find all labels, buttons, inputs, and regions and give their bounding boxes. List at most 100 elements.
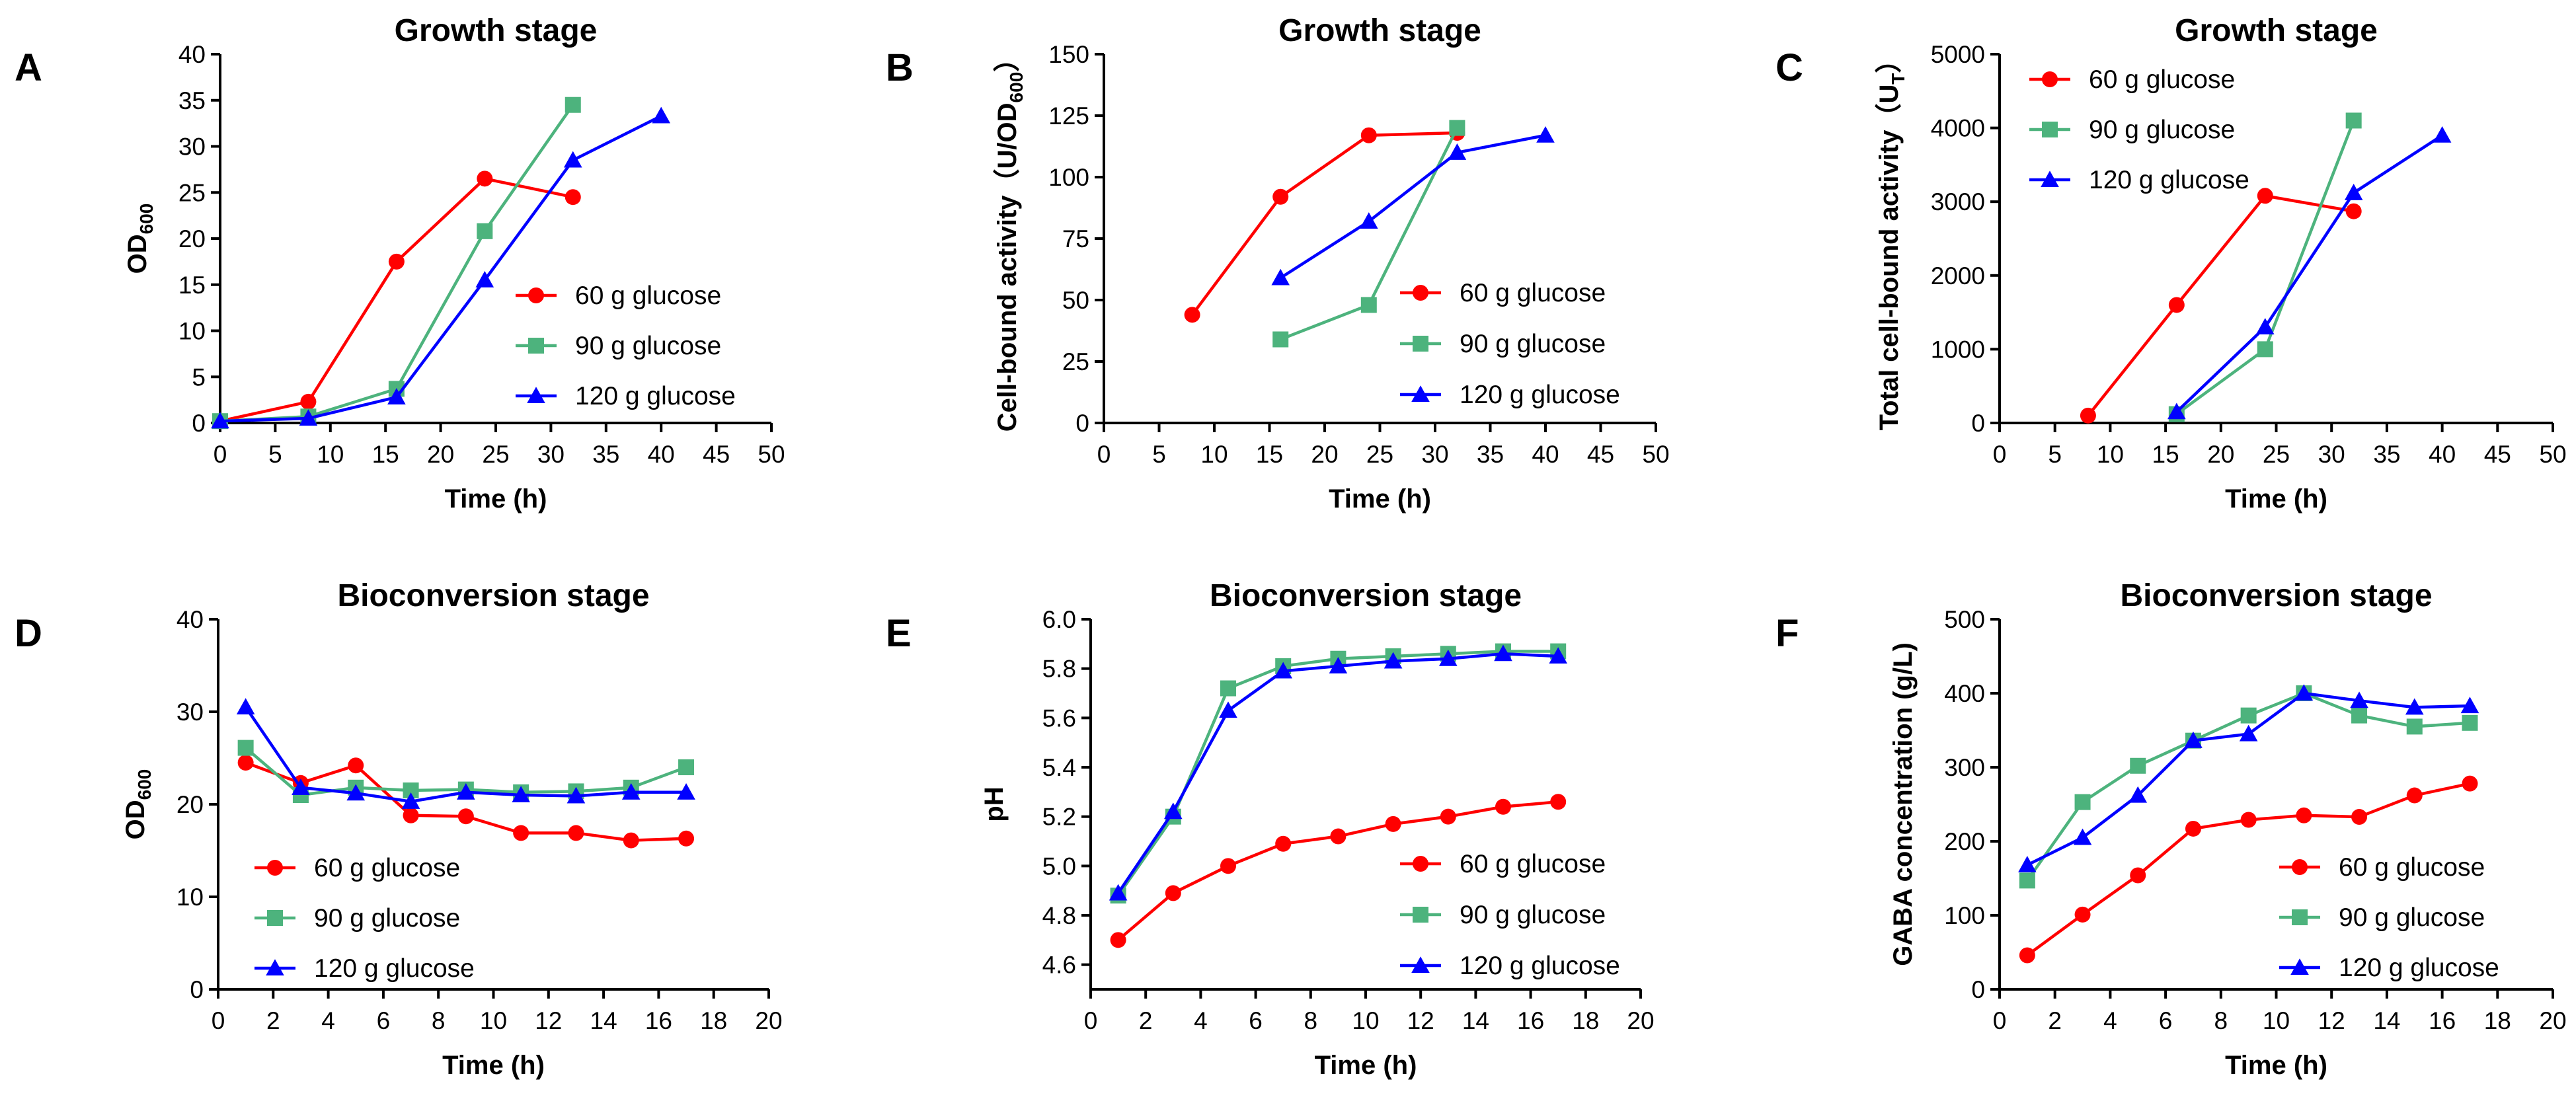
legend-label: 120 g glucose bbox=[314, 954, 475, 983]
y-tick-label: 25 bbox=[1062, 348, 1089, 375]
x-tick-label: 25 bbox=[482, 441, 509, 468]
y-tick-label: 0 bbox=[1075, 410, 1089, 437]
legend-label: 60 g glucose bbox=[314, 854, 460, 882]
legend-item: 90 g glucose bbox=[2279, 903, 2485, 932]
x-tick-label: 50 bbox=[1642, 441, 1669, 468]
x-tick-label: 35 bbox=[1477, 441, 1504, 468]
series-line bbox=[2175, 120, 2355, 416]
legend-item: 90 g glucose bbox=[2029, 116, 2235, 144]
x-tick-label: 16 bbox=[645, 1007, 672, 1034]
y-axis-label: Cell-bound activity（U/OD600） bbox=[993, 46, 1027, 432]
x-tick-label: 16 bbox=[1517, 1007, 1544, 1034]
legend-marker bbox=[527, 387, 545, 404]
legend-label: 60 g glucose bbox=[2339, 853, 2485, 882]
y-tick-label: 200 bbox=[1944, 828, 1985, 855]
series-triangle bbox=[2018, 684, 2479, 872]
x-tick-label: 40 bbox=[1532, 441, 1559, 468]
legend-item: 90 g glucose bbox=[254, 904, 460, 933]
legend-label: 90 g glucose bbox=[2339, 903, 2485, 932]
panel-c: C Growth stage 0 5 10 15 20 25 30 35 40 45 50 0 1000 20… bbox=[1776, 13, 2567, 514]
legend-item: 60 g glucose bbox=[254, 854, 460, 882]
x-tick-label: 14 bbox=[590, 1007, 617, 1034]
x-tick-label: 45 bbox=[1587, 441, 1614, 468]
x-tick-label: 20 bbox=[2207, 441, 2234, 468]
legend-marker bbox=[1413, 856, 1428, 872]
x-tick-label: 2 bbox=[2048, 1007, 2062, 1034]
x-tick-label: 45 bbox=[703, 441, 730, 468]
series-circle bbox=[1110, 794, 1567, 948]
series-line bbox=[245, 761, 687, 842]
y-tick-label: 25 bbox=[178, 179, 206, 206]
chart-title: Growth stage bbox=[1278, 13, 1481, 48]
data-point bbox=[2073, 828, 2092, 845]
x-tick-label: 18 bbox=[2484, 1007, 2511, 1034]
data-point bbox=[388, 253, 405, 270]
y-axis-label-main: pH bbox=[980, 786, 1009, 821]
x-tick-label: 0 bbox=[1993, 441, 2007, 468]
x-tick-label: 4 bbox=[2103, 1007, 2117, 1034]
data-point bbox=[1184, 307, 1200, 323]
x-tick-label: 4 bbox=[321, 1007, 335, 1034]
legend-label: 60 g glucose bbox=[575, 282, 721, 310]
y-axis-label-subscript: 600 bbox=[1006, 72, 1027, 103]
legend-label: 120 g glucose bbox=[2089, 166, 2249, 194]
data-point bbox=[457, 808, 474, 825]
legend-label: 120 g glucose bbox=[2339, 954, 2499, 982]
data-point bbox=[2462, 714, 2478, 731]
x-tick-label: 0 bbox=[1084, 1007, 1098, 1034]
data-point bbox=[2074, 906, 2091, 923]
y-tick-label: 4.8 bbox=[1042, 902, 1076, 929]
data-point bbox=[237, 755, 254, 771]
x-tick-label: 30 bbox=[537, 441, 565, 468]
legend-label: 60 g glucose bbox=[1460, 279, 1606, 307]
data-point bbox=[387, 388, 406, 404]
panel-letter: F bbox=[1776, 612, 1799, 655]
y-axis-label-subscript: 600 bbox=[136, 204, 157, 235]
x-tick-label: 50 bbox=[2539, 441, 2566, 468]
y-tick-label: 40 bbox=[176, 606, 204, 633]
legend-item: 90 g glucose bbox=[1400, 901, 1606, 929]
y-tick-label: 6.0 bbox=[1042, 606, 1076, 633]
x-tick-label: 8 bbox=[432, 1007, 446, 1034]
y-tick-label: 3000 bbox=[1931, 188, 1985, 215]
y-tick-label: 150 bbox=[1048, 41, 1089, 68]
x-tick-label: 15 bbox=[2152, 441, 2179, 468]
x-tick-label: 18 bbox=[700, 1007, 727, 1034]
x-tick-label: 40 bbox=[648, 441, 675, 468]
data-point bbox=[2257, 188, 2273, 204]
series-line bbox=[219, 114, 662, 423]
x-tick-label: 5 bbox=[268, 441, 282, 468]
x-tick-label: 10 bbox=[1352, 1007, 1379, 1034]
y-tick-label: 40 bbox=[178, 41, 206, 68]
legend-label: 60 g glucose bbox=[2089, 65, 2235, 94]
legend-label: 90 g glucose bbox=[2089, 116, 2235, 144]
data-point bbox=[1439, 649, 1458, 666]
legend-marker bbox=[266, 959, 284, 976]
data-point bbox=[563, 151, 582, 168]
data-point bbox=[292, 779, 310, 795]
data-point bbox=[2184, 731, 2203, 748]
y-tick-label: 2000 bbox=[1931, 262, 1985, 289]
x-tick-label: 40 bbox=[2429, 441, 2456, 468]
data-point bbox=[652, 106, 670, 124]
legend-item: 60 g glucose bbox=[1400, 279, 1606, 307]
panel-letter: C bbox=[1776, 46, 1803, 89]
data-point bbox=[2406, 718, 2423, 735]
series-triangle bbox=[2167, 126, 2452, 420]
y-axis-label-main: GABA concentration (g/L) bbox=[1889, 642, 1918, 966]
legend-label: 120 g glucose bbox=[575, 382, 736, 410]
y-tick-label: 50 bbox=[1062, 287, 1089, 314]
x-tick-label: 4 bbox=[1194, 1007, 1208, 1034]
x-tick-label: 35 bbox=[2373, 441, 2400, 468]
data-point bbox=[2185, 820, 2201, 837]
y-axis-label-tail: ） bbox=[1875, 47, 1904, 73]
y-tick-label: 400 bbox=[1944, 680, 1985, 707]
legend-marker bbox=[1411, 956, 1430, 973]
data-point bbox=[678, 759, 695, 775]
data-point bbox=[2433, 126, 2452, 143]
data-point bbox=[1360, 127, 1377, 143]
data-point bbox=[1165, 885, 1181, 901]
data-point bbox=[2019, 947, 2035, 964]
chart-title: Bioconversion stage bbox=[2120, 578, 2432, 613]
